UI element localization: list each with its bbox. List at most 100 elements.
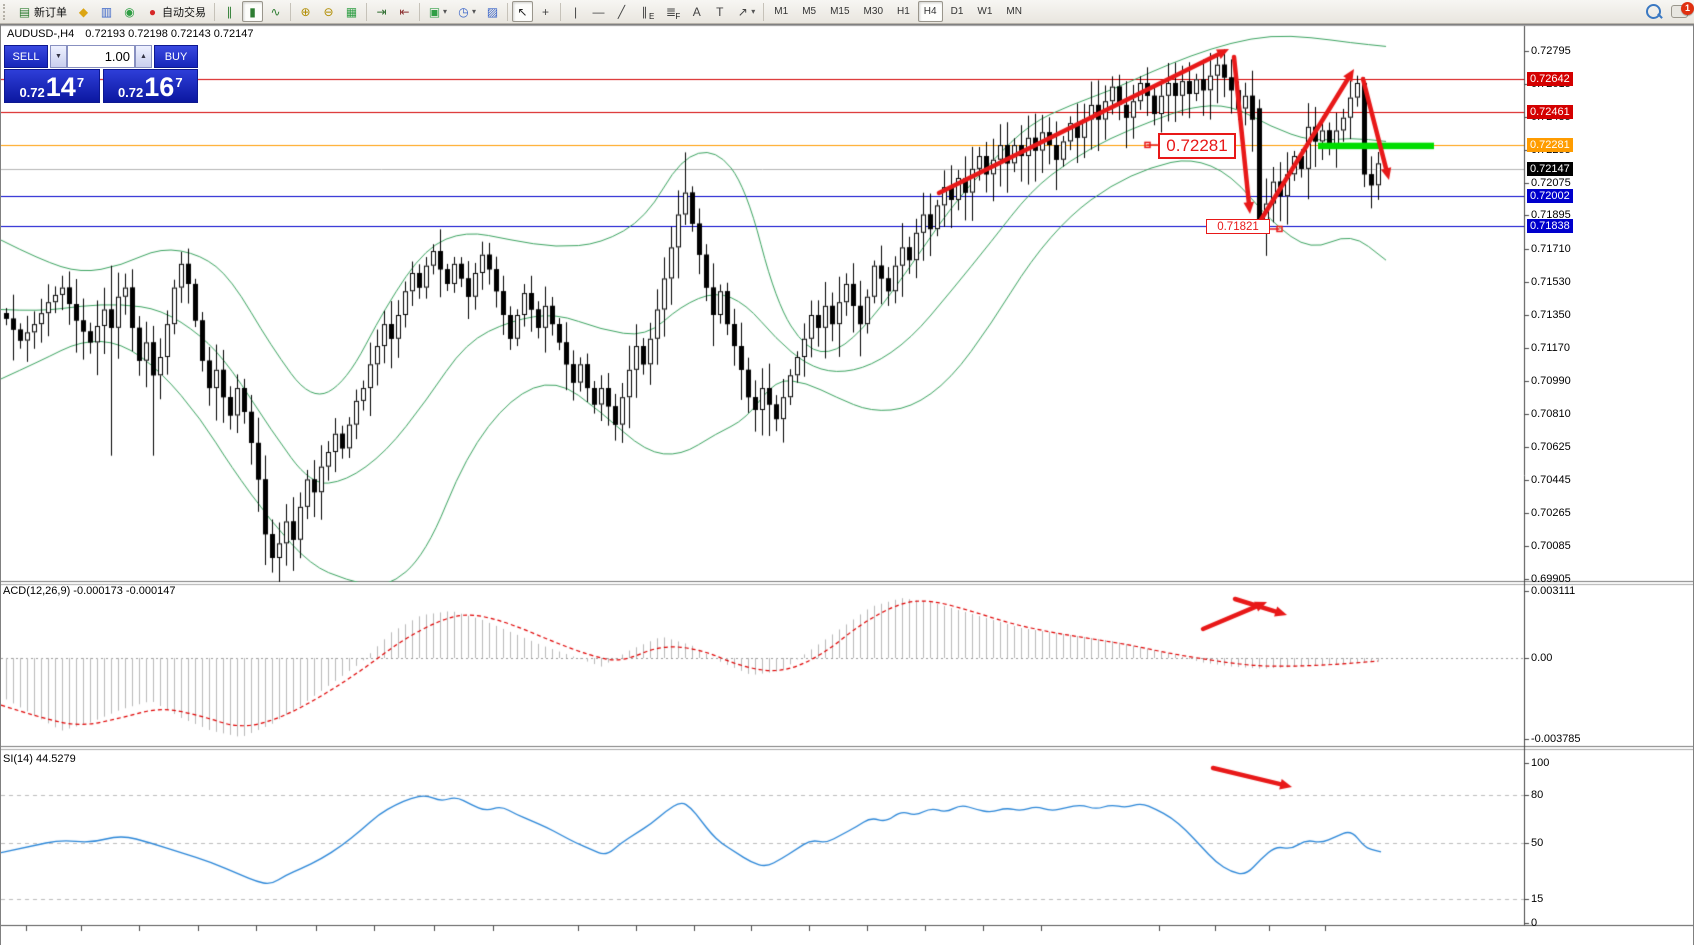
price-callout-lower-text: 0.71821 — [1217, 220, 1259, 233]
dropdown-arrow-icon[interactable]: ▾ — [751, 7, 756, 16]
templates-button[interactable]: ▨ — [482, 1, 503, 22]
toolbar: ▤ 新订单 ◆ ▥ ◉ ● 自动交易 ∥ ▮ ∿ ⊕ ⊖ ▦ ⇥ ⇤ ▣ ▾ ◷ ▾ ▨ ↖ + | — ╱ ∥ E ≣ F A T ↗ ▾ M… — [0, 0, 1694, 24]
chart-window: AUDUSD-,H4 0.72193 0.72198 0.72143 0.721… — [0, 24, 1694, 945]
sell-price-pips: 14 — [45, 72, 76, 102]
macd-axis-tick: 0.00 — [1531, 652, 1553, 664]
cursor-button[interactable]: ↖ — [512, 1, 534, 22]
rsi-axis-tick: 100 — [1531, 757, 1550, 769]
timeframe-d1[interactable]: D1 — [950, 6, 964, 17]
timeframe-h4[interactable]: H4 — [917, 1, 943, 22]
crosshair-button[interactable]: + — [535, 1, 556, 22]
price-callout-upper-text: 0.72281 — [1166, 136, 1228, 155]
timeframe-m5[interactable]: M5 — [802, 6, 817, 17]
price-axis-badge[interactable]: 0.72281 — [1527, 137, 1573, 152]
zoom-in-button[interactable]: ⊕ — [295, 1, 316, 22]
zoom-in-icon: ⊕ — [300, 4, 311, 19]
templates-icon: ▨ — [486, 4, 499, 19]
price-axis-tick: 0.72075 — [1531, 176, 1571, 189]
price-axis-tick: 0.70265 — [1531, 507, 1571, 520]
price-callout-lower[interactable]: 0.71821 — [1206, 219, 1270, 234]
sell-price-quote[interactable]: 0.72 14 7 — [4, 69, 100, 103]
vertical-line-button[interactable]: | — [565, 1, 586, 22]
channel-button[interactable]: ∥ E — [634, 1, 658, 22]
signals-icon[interactable]: ◉ — [119, 1, 140, 22]
autotrading-button[interactable]: ● 自动交易 — [142, 1, 210, 22]
tile-windows-icon: ▦ — [345, 4, 358, 19]
timeframe-m15[interactable]: M15 — [830, 6, 850, 17]
price-axis-badge[interactable]: 0.71838 — [1527, 218, 1573, 233]
period-button[interactable]: ◷ ▾ — [453, 1, 480, 22]
toolbar-separator — [366, 2, 367, 21]
new-chart-button[interactable]: ▣ ▾ — [424, 1, 451, 22]
price-axis-badge[interactable]: 0.72002 — [1527, 188, 1573, 203]
sell-button[interactable]: SELL — [4, 45, 48, 68]
price-axis-tick: 0.70990 — [1531, 374, 1571, 387]
price-axis-tick: 0.71895 — [1531, 209, 1571, 222]
candlestick-chart-button[interactable]: ▮ — [242, 1, 263, 22]
text-icon: A — [692, 4, 701, 19]
timeframe-toolbar: M1 M5 M15 M30 H1 H4 D1 W1 MN — [767, 1, 1029, 22]
chart-shift-icon: ⇥ — [376, 4, 387, 19]
profile-icon[interactable]: ▥ — [96, 1, 117, 22]
vertical-line-icon: | — [573, 4, 578, 19]
timeframe-h1[interactable]: H1 — [897, 6, 910, 17]
zoom-out-button[interactable]: ⊖ — [318, 1, 339, 22]
market-depth-icon[interactable]: ◆ — [73, 1, 94, 22]
market-depth-icon-icon: ◆ — [78, 4, 89, 19]
toolbar-separator — [763, 2, 765, 21]
icon-subscript: E — [649, 12, 655, 21]
buy-price-pips: 16 — [144, 72, 175, 102]
chart-canvas[interactable] — [1, 25, 1693, 945]
bar-chart-button[interactable]: ∥ — [219, 1, 240, 22]
horizontal-line-icon: — — [592, 4, 605, 19]
crosshair-icon: + — [542, 4, 550, 19]
toolbar-separator — [290, 2, 291, 21]
price-axis-tick: 0.69905 — [1531, 573, 1571, 585]
buy-button[interactable]: BUY — [154, 45, 198, 68]
lot-size-input[interactable]: 1.00 — [67, 45, 135, 68]
buy-price-quote[interactable]: 0.72 16 7 — [102, 69, 198, 103]
auto-scroll-button[interactable]: ⇤ — [394, 1, 415, 22]
price-axis-tick: 0.70445 — [1531, 474, 1571, 487]
lot-down-button[interactable]: ▼ — [50, 45, 67, 68]
tile-windows-button[interactable]: ▦ — [341, 1, 362, 22]
text-label-button[interactable]: T — [709, 1, 730, 22]
auto-scroll-icon: ⇤ — [399, 4, 410, 19]
toolbar-right: 1 — [1646, 2, 1694, 19]
price-axis-tick: 0.71170 — [1531, 341, 1570, 354]
autotrading-icon: ● — [148, 4, 157, 19]
price-axis-tick: 0.72795 — [1531, 45, 1571, 57]
rsi-axis-tick: 15 — [1531, 893, 1544, 905]
dropdown-arrow-icon[interactable]: ▾ — [443, 7, 448, 16]
timeframe-mn[interactable]: MN — [1006, 6, 1022, 17]
channel-icon: ∥ — [641, 4, 648, 19]
price-axis-badge[interactable]: 0.72642 — [1527, 71, 1573, 86]
timeframe-m1[interactable]: M1 — [774, 6, 789, 17]
price-axis-badge[interactable]: 0.72461 — [1527, 105, 1573, 120]
rsi-label: SI(14) 44.5279 — [3, 753, 76, 765]
new-chart-icon: ▣ — [428, 4, 441, 19]
trendline-button[interactable]: ╱ — [611, 1, 632, 22]
price-callout-upper[interactable]: 0.72281 — [1158, 133, 1236, 159]
timeframe-m30[interactable]: M30 — [863, 6, 883, 17]
macd-axis-tick: 0.003111 — [1531, 585, 1576, 598]
arrows-button[interactable]: ↗ ▾ — [732, 1, 759, 22]
search-icon[interactable] — [1646, 4, 1661, 19]
rsi-axis-tick: 50 — [1531, 837, 1544, 849]
dropdown-arrow-icon[interactable]: ▾ — [472, 7, 477, 16]
price-axis-badge[interactable]: 0.72147 — [1527, 162, 1573, 177]
macd-axis-tick: -0.003785 — [1531, 733, 1581, 746]
price-axis-tick: 0.70085 — [1531, 540, 1571, 553]
lot-up-button[interactable]: ▲ — [135, 45, 152, 68]
toolbar-grip[interactable] — [3, 3, 10, 20]
timeframe-w1[interactable]: W1 — [977, 6, 993, 17]
chart-shift-button[interactable]: ⇥ — [371, 1, 392, 22]
chat-icon[interactable]: 1 — [1671, 2, 1694, 18]
line-chart-button[interactable]: ∿ — [265, 1, 286, 22]
new-order-button[interactable]: ▤ 新订单 — [14, 1, 71, 22]
fibonacci-button[interactable]: ≣ F — [660, 1, 684, 22]
macd-label: ACD(12,26,9) -0.000173 -0.000147 — [3, 585, 176, 597]
horizontal-line-button[interactable]: — — [588, 1, 609, 22]
line-chart-icon: ∿ — [270, 4, 281, 19]
text-button[interactable]: A — [686, 1, 707, 22]
